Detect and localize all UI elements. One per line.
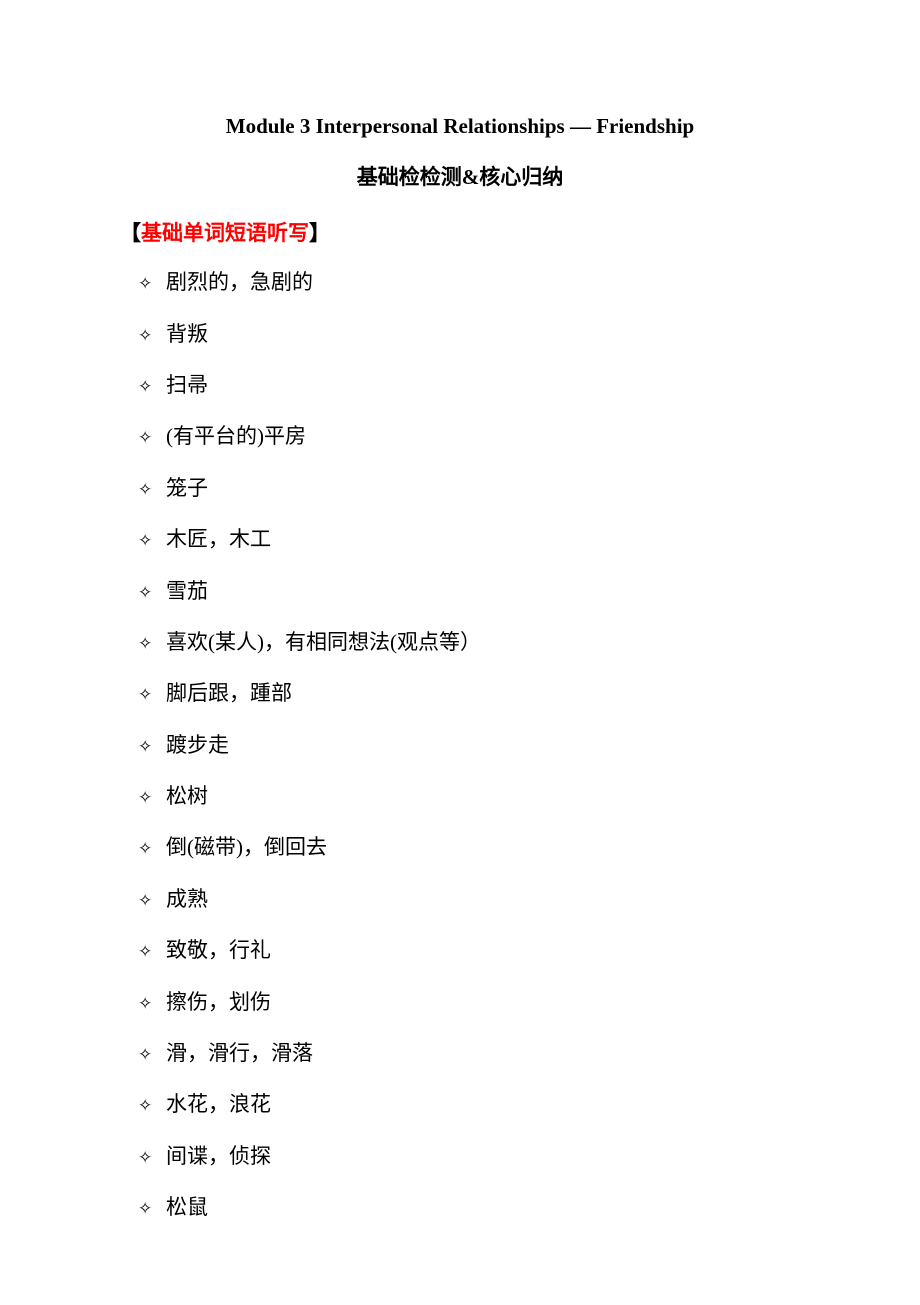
module-title-english: Module 3 Interpersonal Relationships — F…	[120, 112, 800, 141]
list-item-text: 踱步走	[166, 731, 229, 760]
list-item-text: 喜欢(某人)，有相同想法(观点等）	[166, 628, 481, 657]
list-item: ✧木匠，木工	[120, 525, 800, 554]
list-item-text: (有平台的)平房	[166, 422, 306, 451]
section-header-vocab-dictation: 【基础单词短语听写】	[120, 219, 800, 248]
diamond-bullet-icon: ✧	[138, 426, 166, 450]
list-item: ✧松鼠	[120, 1193, 800, 1222]
list-item-text: 松树	[166, 782, 208, 811]
bracket-close: 】	[309, 221, 330, 245]
list-item: ✧雪茄	[120, 577, 800, 606]
diamond-bullet-icon: ✧	[138, 632, 166, 656]
list-item-text: 雪茄	[166, 577, 208, 606]
diamond-bullet-icon: ✧	[138, 478, 166, 502]
list-item-text: 扫帚	[166, 371, 208, 400]
diamond-bullet-icon: ✧	[138, 889, 166, 913]
list-item-text: 成熟	[166, 885, 208, 914]
list-item: ✧背叛	[120, 320, 800, 349]
list-item: ✧扫帚	[120, 371, 800, 400]
list-item: ✧滑，滑行，滑落	[120, 1039, 800, 1068]
diamond-bullet-icon: ✧	[138, 683, 166, 707]
list-item-text: 滑，滑行，滑落	[166, 1039, 313, 1068]
diamond-bullet-icon: ✧	[138, 272, 166, 296]
list-item: ✧脚后跟，踵部	[120, 679, 800, 708]
list-item-text: 擦伤，划伤	[166, 988, 271, 1017]
diamond-bullet-icon: ✧	[138, 1094, 166, 1118]
list-item-text: 背叛	[166, 320, 208, 349]
diamond-bullet-icon: ✧	[138, 786, 166, 810]
list-item: ✧喜欢(某人)，有相同想法(观点等）	[120, 628, 800, 657]
list-item: ✧致敬，行礼	[120, 936, 800, 965]
list-item: ✧成熟	[120, 885, 800, 914]
diamond-bullet-icon: ✧	[138, 324, 166, 348]
module-subtitle: 基础检检测&核心归纳	[120, 163, 800, 192]
diamond-bullet-icon: ✧	[138, 1197, 166, 1221]
diamond-bullet-icon: ✧	[138, 735, 166, 759]
list-item-text: 剧烈的，急剧的	[166, 268, 313, 297]
list-item-text: 脚后跟，踵部	[166, 679, 292, 708]
diamond-bullet-icon: ✧	[138, 1043, 166, 1067]
list-item-text: 松鼠	[166, 1193, 208, 1222]
diamond-bullet-icon: ✧	[138, 940, 166, 964]
list-item-text: 木匠，木工	[166, 525, 271, 554]
list-item: ✧踱步走	[120, 731, 800, 760]
list-item-text: 间谍，侦探	[166, 1142, 271, 1171]
document-page: Module 3 Interpersonal Relationships — F…	[0, 0, 920, 1305]
list-item: ✧笼子	[120, 474, 800, 503]
list-item: ✧间谍，侦探	[120, 1142, 800, 1171]
diamond-bullet-icon: ✧	[138, 375, 166, 399]
list-item-text: 水花，浪花	[166, 1090, 271, 1119]
section-header-text: 基础单词短语听写	[141, 221, 309, 245]
diamond-bullet-icon: ✧	[138, 837, 166, 861]
list-item: ✧倒(磁带)，倒回去	[120, 833, 800, 862]
list-item: ✧松树	[120, 782, 800, 811]
diamond-bullet-icon: ✧	[138, 529, 166, 553]
list-item-text: 倒(磁带)，倒回去	[166, 833, 327, 862]
diamond-bullet-icon: ✧	[138, 992, 166, 1016]
diamond-bullet-icon: ✧	[138, 581, 166, 605]
bracket-open: 【	[120, 221, 141, 245]
list-item-text: 笼子	[166, 474, 208, 503]
list-item: ✧擦伤，划伤	[120, 988, 800, 1017]
list-item: ✧剧烈的，急剧的	[120, 268, 800, 297]
list-item: ✧(有平台的)平房	[120, 422, 800, 451]
vocab-list: ✧剧烈的，急剧的✧背叛✧扫帚✧(有平台的)平房✧笼子✧木匠，木工✧雪茄✧喜欢(某…	[120, 268, 800, 1222]
diamond-bullet-icon: ✧	[138, 1146, 166, 1170]
list-item-text: 致敬，行礼	[166, 936, 271, 965]
list-item: ✧水花，浪花	[120, 1090, 800, 1119]
